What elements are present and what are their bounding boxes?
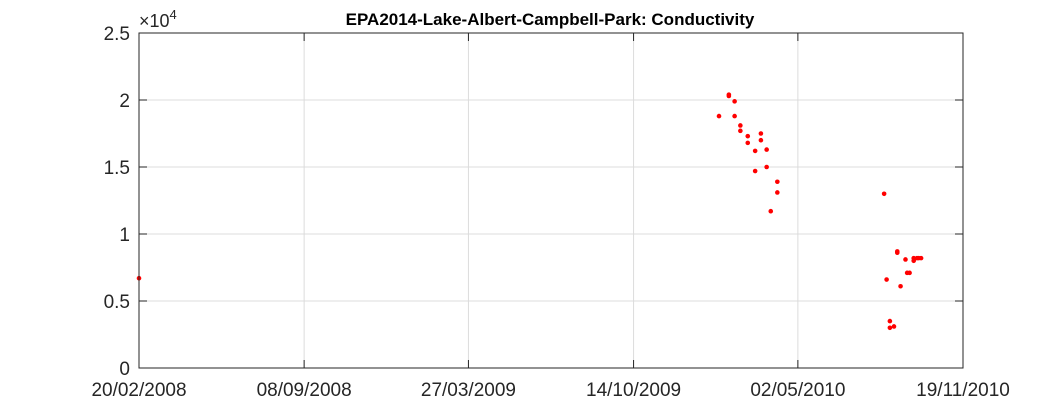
data-point <box>903 257 908 262</box>
y-tick-labels: 0 0.5 1 1.5 2 2.5 <box>104 24 130 380</box>
plot-background <box>139 33 963 368</box>
x-tick-label: 19/11/2010 <box>916 380 1010 401</box>
x-tick-label: 14/10/2009 <box>586 380 681 401</box>
data-point <box>752 168 758 174</box>
y-tick-label: 2.5 <box>104 24 130 45</box>
data-point <box>881 191 887 197</box>
x-tick-label: 27/03/2009 <box>421 380 516 401</box>
data-point <box>907 270 912 276</box>
y-exponent-base: ×10 <box>139 11 170 31</box>
data-point <box>732 113 737 119</box>
data-point <box>764 147 769 152</box>
data-point <box>775 179 780 185</box>
data-point <box>918 255 924 261</box>
data-point <box>745 133 751 139</box>
data-point <box>894 250 900 256</box>
data-point <box>887 325 893 331</box>
axis-ticks <box>138 32 964 369</box>
data-points <box>136 92 924 331</box>
plot-frame <box>138 32 964 369</box>
data-point <box>911 255 917 261</box>
y-tick-label: 1 <box>119 225 130 246</box>
data-point <box>738 123 743 128</box>
data-point <box>752 148 758 154</box>
y-tick-label: 0 <box>119 359 130 380</box>
data-point <box>891 324 897 329</box>
data-point <box>887 318 893 324</box>
x-tick-label: 08/09/2008 <box>257 380 352 401</box>
data-point <box>758 131 764 136</box>
y-exponent-power: 4 <box>170 7 177 22</box>
data-point <box>732 99 737 104</box>
x-tick-labels: 20/02/2008 08/09/2008 27/03/2009 14/10/2009… <box>91 380 1009 401</box>
data-point <box>716 113 722 119</box>
data-point <box>898 283 903 289</box>
x-tick-label: 20/02/2008 <box>91 380 186 401</box>
y-tick-label: 1.5 <box>104 158 130 179</box>
y-exponent-label: ×104 <box>139 7 177 31</box>
data-point <box>738 128 743 134</box>
data-point <box>726 93 732 99</box>
data-point <box>775 190 780 195</box>
data-point <box>764 164 769 170</box>
data-point <box>745 140 751 146</box>
x-tick-label: 02/05/2010 <box>750 380 845 401</box>
y-tick-label: 2 <box>119 91 130 112</box>
y-tick-label: 0.5 <box>104 292 130 313</box>
chart-title: EPA2014-Lake-Albert-Campbell-Park: Condu… <box>346 10 755 29</box>
data-point <box>768 208 774 214</box>
data-point <box>758 137 764 143</box>
data-point <box>884 277 889 282</box>
